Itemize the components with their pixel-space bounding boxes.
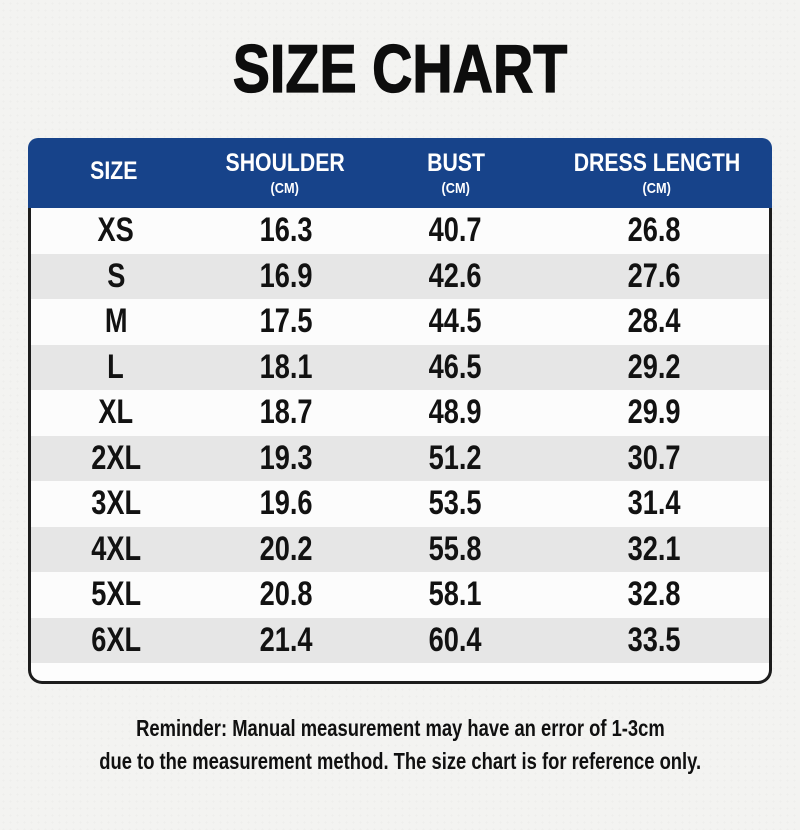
table-row: S 16.9 42.6 27.6	[31, 253, 769, 299]
dress-length-cell: 27.6	[628, 256, 682, 295]
dress-length-cell: 33.5	[628, 620, 682, 659]
bust-cell: 40.7	[428, 211, 482, 250]
bust-cell: 55.8	[428, 529, 482, 568]
dress-length-cell: 32.1	[628, 529, 682, 568]
shoulder-cell: 18.7	[259, 393, 313, 432]
size-cell: XL	[98, 393, 134, 432]
size-cell: 3XL	[90, 484, 141, 523]
bust-cell: 51.2	[428, 438, 482, 477]
column-header-size: SIZE	[28, 138, 199, 208]
shoulder-cell: 17.5	[259, 302, 313, 341]
table-row: XS 16.3 40.7 26.8	[31, 208, 769, 254]
shoulder-cell: 18.1	[259, 347, 313, 386]
page-title: SIZE CHART	[0, 30, 800, 108]
shoulder-cell: 20.2	[259, 529, 313, 568]
bust-cell: 42.6	[428, 256, 482, 295]
dress-length-cell: 29.9	[628, 393, 682, 432]
size-cell: 4XL	[90, 529, 141, 568]
table-row: 6XL 21.4 60.4 33.5	[31, 617, 769, 663]
column-header-bust-label: BUST	[426, 148, 485, 177]
table-row: XL 18.7 48.9 29.9	[31, 390, 769, 436]
column-header-size-label: SIZE	[89, 157, 138, 185]
column-header-bust: BUST (CM)	[370, 138, 541, 208]
dress-length-cell: 28.4	[628, 302, 682, 341]
column-header-shoulder: SHOULDER (CM)	[199, 138, 370, 208]
table-header-row: SIZE SHOULDER (CM) BUST (CM) DRESS LENGT…	[28, 138, 772, 208]
size-cell: L	[107, 347, 125, 386]
size-cell: M	[104, 302, 128, 341]
table-row: L 18.1 46.5 29.2	[31, 344, 769, 390]
column-header-shoulder-unit: (CM)	[270, 179, 299, 197]
size-cell: 5XL	[90, 575, 141, 614]
reminder-text: Reminder: Manual measurement may have an…	[0, 712, 800, 778]
table-row: M 17.5 44.5 28.4	[31, 299, 769, 345]
column-header-dress-length-label: DRESS LENGTH	[573, 148, 740, 177]
size-cell: 2XL	[90, 438, 141, 477]
bust-cell: 48.9	[428, 393, 482, 432]
page-title-text: SIZE CHART	[232, 30, 568, 107]
dress-length-cell: 31.4	[628, 484, 682, 523]
bust-cell: 46.5	[428, 347, 482, 386]
bust-cell: 60.4	[428, 620, 482, 659]
table-body: XS 16.3 40.7 26.8 S 16.9 42.6 27.6 M 17.5 44.5 28.4…	[28, 208, 772, 684]
size-chart-card: SIZE SHOULDER (CM) BUST (CM) DRESS LENGT…	[28, 138, 772, 684]
shoulder-cell: 21.4	[259, 620, 313, 659]
table-row: 4XL 20.2 55.8 32.1	[31, 526, 769, 572]
dress-length-cell: 30.7	[628, 438, 682, 477]
dress-length-cell: 26.8	[628, 211, 682, 250]
size-cell: 6XL	[90, 620, 141, 659]
table-row: 3XL 19.6 53.5 31.4	[31, 481, 769, 527]
reminder-line-2: due to the measurement method. The size …	[99, 748, 701, 774]
reminder-line-1: Reminder: Manual measurement may have an…	[135, 715, 665, 741]
table-row: 5XL 20.8 58.1 32.8	[31, 572, 769, 618]
dress-length-cell: 29.2	[628, 347, 682, 386]
column-header-dress-length: DRESS LENGTH (CM)	[541, 138, 772, 208]
table-row: 2XL 19.3 51.2 30.7	[31, 435, 769, 481]
column-header-bust-unit: (CM)	[441, 179, 470, 197]
shoulder-cell: 16.3	[259, 211, 313, 250]
shoulder-cell: 16.9	[259, 256, 313, 295]
shoulder-cell: 19.3	[259, 438, 313, 477]
column-header-shoulder-label: SHOULDER	[225, 148, 345, 177]
bust-cell: 44.5	[428, 302, 482, 341]
column-header-dress-length-unit: (CM)	[642, 179, 671, 197]
bust-cell: 58.1	[428, 575, 482, 614]
shoulder-cell: 19.6	[259, 484, 313, 523]
bust-cell: 53.5	[428, 484, 482, 523]
size-cell: S	[106, 256, 125, 295]
title-section: SIZE CHART	[0, 30, 800, 108]
dress-length-cell: 32.8	[628, 575, 682, 614]
size-cell: XS	[97, 211, 135, 250]
shoulder-cell: 20.8	[259, 575, 313, 614]
